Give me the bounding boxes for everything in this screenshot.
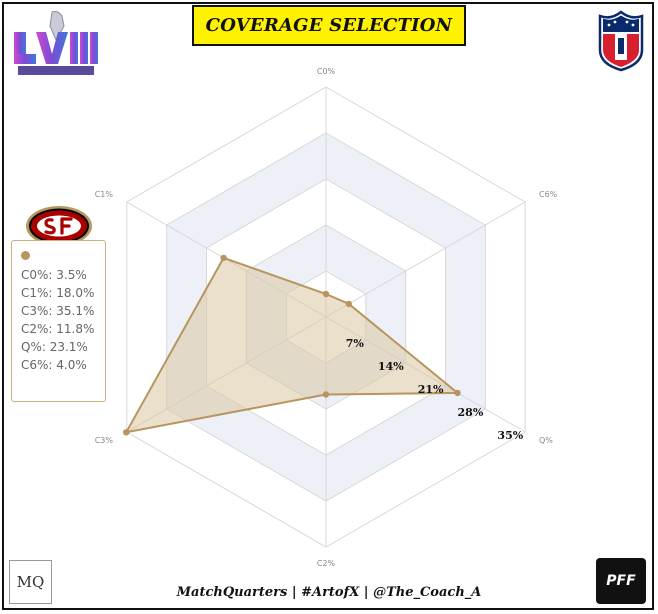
axis-label-5: C3% [95, 436, 114, 445]
matchquarters-logo: MQ [9, 560, 52, 604]
data-point-1 [322, 290, 330, 298]
radial-tick-label-3: 21% [418, 383, 444, 396]
matchquarters-logo-text: MQ [16, 573, 45, 591]
legend-item-c6: C6%: 4.0% [21, 358, 87, 372]
axis-label-1: C0% [317, 67, 336, 76]
data-point-6 [220, 254, 227, 262]
footer-credits: MatchQuarters | #ArtofX | @The_Coach_A [176, 585, 482, 600]
radial-tick-label-1: 7% [346, 337, 365, 350]
pff-logo: PFF [596, 558, 646, 604]
radial-tick-label-4: 28% [458, 406, 484, 419]
axis-label-4: C2% [317, 559, 336, 568]
legend-item-c1: C1%: 18.0% [21, 286, 95, 300]
pff-logo-text: PFF [606, 573, 636, 589]
legend: C0%: 3.5% C1%: 18.0% C3%: 35.1% C2%: 11.… [11, 240, 106, 402]
super-bowl-logo [14, 11, 98, 75]
axis-label-3: Q% [539, 436, 553, 445]
data-point-3 [454, 389, 461, 397]
axis-spoke-2 [325, 201, 526, 318]
data-point-2 [345, 300, 352, 308]
data-point-4 [322, 391, 330, 398]
data-point-5 [123, 429, 130, 436]
nfl-logo [598, 10, 644, 72]
legend-series-marker [21, 251, 30, 260]
legend-item-c0: C0%: 3.5% [21, 268, 87, 282]
radial-tick-label-2: 14% [378, 360, 404, 373]
radial-tick-label-5: 35% [497, 429, 523, 442]
title-banner: COVERAGE SELECTION [192, 5, 466, 46]
legend-item-q: Q%: 23.1% [21, 340, 88, 354]
axis-label-2: C6% [539, 190, 558, 199]
legend-item-c2: C2%: 11.8% [21, 322, 95, 336]
chart-title: COVERAGE SELECTION [205, 15, 453, 36]
team-logo-icon [26, 206, 92, 246]
axis-label-6: C1% [95, 190, 114, 199]
legend-item-c3: C3%: 35.1% [21, 304, 95, 318]
